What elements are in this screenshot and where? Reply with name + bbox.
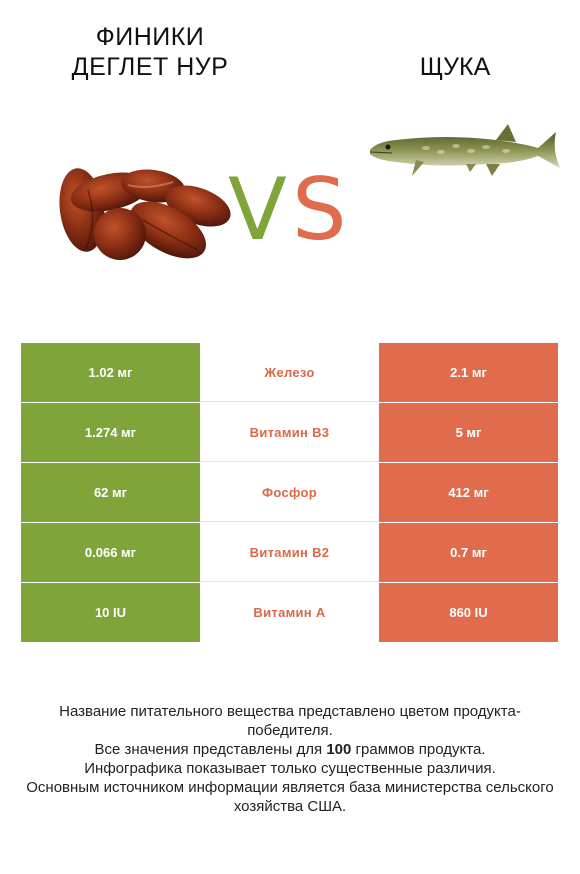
footer-text: граммов продукта. xyxy=(351,741,486,758)
right-food-title: ЩУКА xyxy=(419,53,491,81)
left-value: 0.066 мг xyxy=(21,523,200,582)
right-value: 5 мг xyxy=(379,403,558,462)
nutrient-name: Витамин B2 xyxy=(200,523,379,582)
versus-v: V xyxy=(228,160,287,260)
nutrient-name: Железо xyxy=(200,343,379,402)
table-row: 10 IU Витамин A 860 IU xyxy=(21,583,558,643)
comparison-table: 1.02 мг Железо 2.1 мг 1.274 мг Витамин B… xyxy=(21,343,558,643)
left-value: 1.02 мг xyxy=(21,343,200,402)
left-food-title-line2: ДЕГЛЕТ НУР xyxy=(71,53,229,81)
table-row: 62 мг Фосфор 412 мг xyxy=(21,463,558,523)
right-value: 2.1 мг xyxy=(379,343,558,402)
right-value: 860 IU xyxy=(379,583,558,642)
footer-line: Инфографика показывает только существенн… xyxy=(84,760,496,777)
nutrient-name: Витамин B3 xyxy=(200,403,379,462)
table-row: 1.274 мг Витамин B3 5 мг xyxy=(21,403,558,463)
footer-line: Все значения представлены для 100 граммо… xyxy=(20,740,560,759)
dates-image xyxy=(59,168,231,260)
pike-fish-image xyxy=(369,124,560,176)
table-row: 1.02 мг Железо 2.1 мг xyxy=(21,343,558,403)
left-value: 62 мг xyxy=(21,463,200,522)
footer-bold-value: 100 xyxy=(326,741,352,758)
footer-line: Основным источником информации является … xyxy=(26,779,554,815)
right-value: 0.7 мг xyxy=(379,523,558,582)
footer-line: Название питательного вещества представл… xyxy=(59,703,521,739)
table-row: 0.066 мг Витамин B2 0.7 мг xyxy=(21,523,558,583)
footer-text: Все значения представлены для xyxy=(94,741,327,758)
left-food-title-line1: ФИНИКИ xyxy=(95,23,205,51)
versus-s: S xyxy=(292,160,347,260)
right-value: 412 мг xyxy=(379,463,558,522)
nutrient-name: Витамин A xyxy=(200,583,379,642)
versus-label: V S xyxy=(226,160,356,260)
footer-notes: Название питательного вещества представл… xyxy=(20,702,560,816)
left-food-title: ФИНИКИ ДЕГЛЕТ НУР xyxy=(50,22,250,82)
left-value: 1.274 мг xyxy=(21,403,200,462)
left-value: 10 IU xyxy=(21,583,200,642)
nutrient-name: Фосфор xyxy=(200,463,379,522)
